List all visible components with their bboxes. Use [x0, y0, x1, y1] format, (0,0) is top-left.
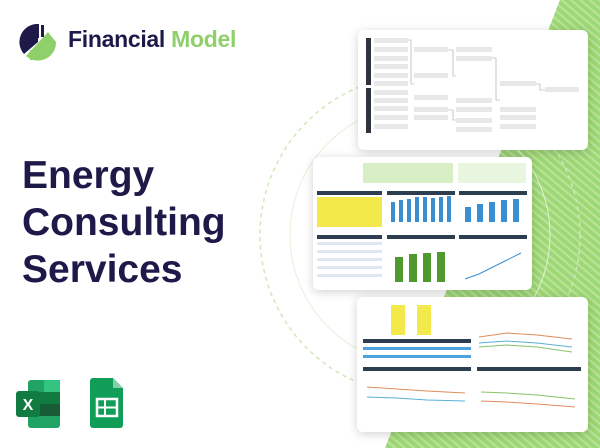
brand-name: Financial Model: [68, 26, 236, 53]
dashboard-graphic: [317, 163, 527, 282]
brand-name-part1: Financial: [68, 26, 165, 52]
charts-screenshot: [357, 297, 588, 432]
page-title: Energy Consulting Services: [22, 152, 226, 293]
excel-icon: X: [16, 380, 60, 428]
charts-graphic: [363, 305, 581, 408]
google-sheets-icon: [90, 378, 123, 428]
title-line-1: Energy: [22, 154, 155, 197]
title-line-3: Services: [22, 248, 183, 291]
financial-model-logo-icon: [19, 23, 57, 61]
brand-name-part2: Model: [171, 26, 237, 52]
excel-letter: X: [23, 397, 34, 414]
title-line-2: Consulting: [22, 201, 226, 244]
dupont-analysis-diagram: [358, 30, 588, 150]
diagram-graphic: [366, 38, 579, 133]
dashboard-screenshot: [313, 157, 532, 290]
